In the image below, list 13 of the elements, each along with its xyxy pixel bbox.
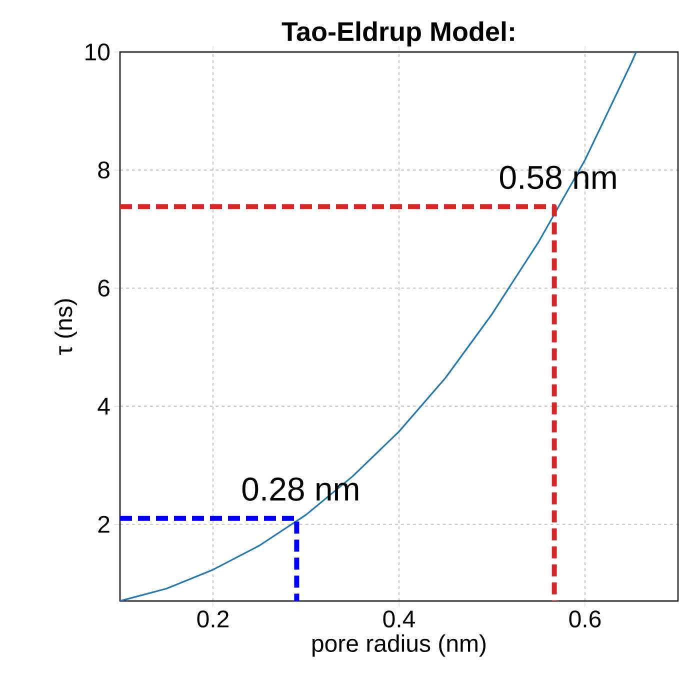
y-tick-label: 2 (98, 516, 110, 533)
x-tick-label: 0.4 (383, 610, 415, 628)
line-series (120, 52, 637, 601)
chart-title: Tao-Eldrup Model: (282, 21, 514, 47)
y-tick-label: 4 (98, 398, 110, 414)
y-tick-label: 8 (98, 162, 110, 179)
y-axis-title: τ (ns) (54, 299, 77, 355)
x-tick-label: 0.6 (569, 610, 601, 628)
x-tick-label: 0.2 (197, 610, 228, 628)
y-tick-label: 10 (86, 43, 110, 60)
y-tick-label: 6 (98, 280, 110, 297)
annotation: 0.58 nm (500, 166, 616, 190)
x-axis-title: pore radius (nm) (312, 634, 486, 657)
